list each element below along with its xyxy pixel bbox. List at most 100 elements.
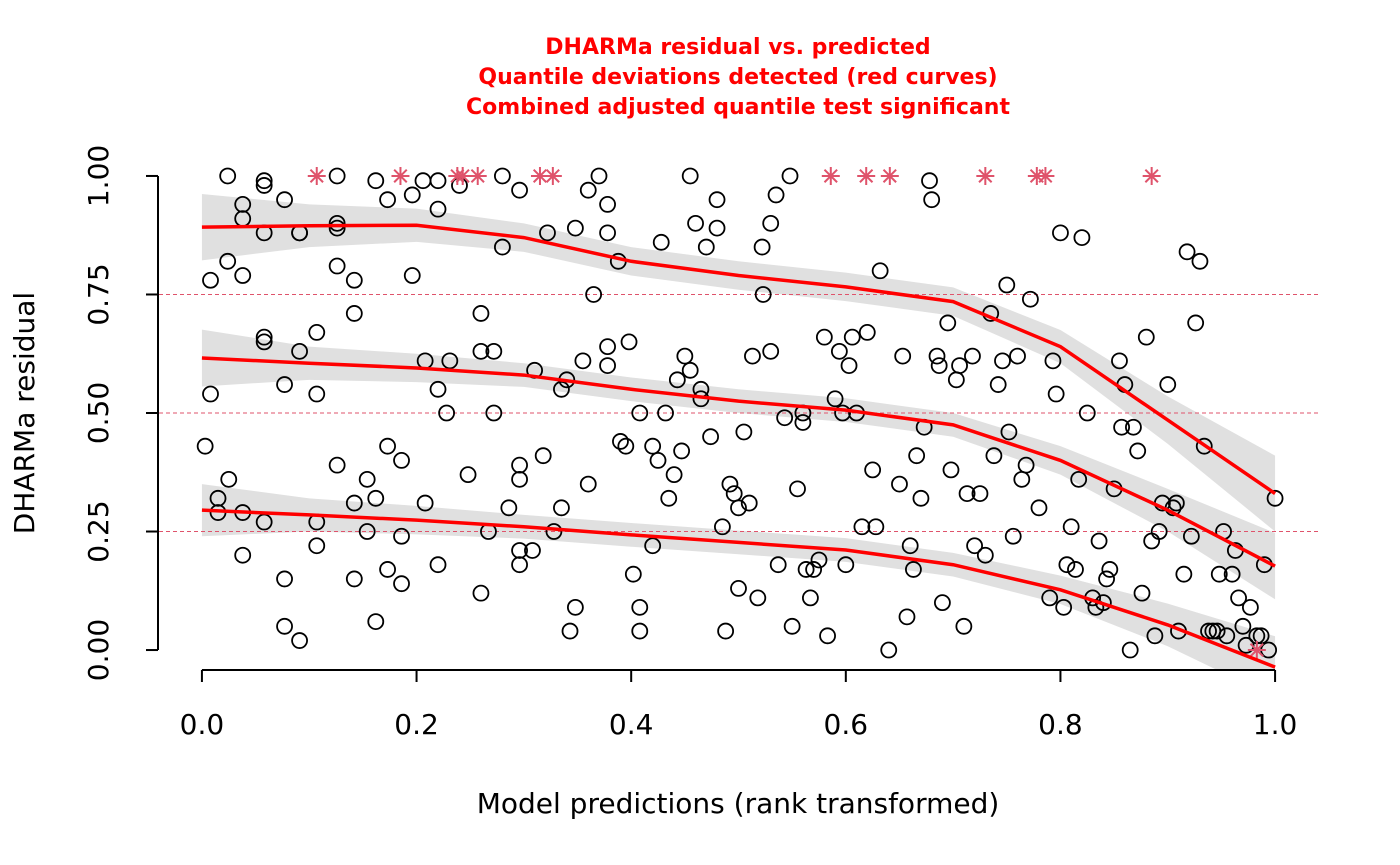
residual-point	[1241, 598, 1259, 616]
x-axis-label: Model predictions (rank transformed)	[477, 787, 1000, 820]
residual-point	[1067, 561, 1084, 578]
residual-point	[1017, 456, 1035, 474]
residual-point	[624, 565, 642, 583]
y-tick-label: 0.25	[82, 500, 115, 562]
residual-point	[644, 537, 662, 555]
residual-point	[730, 499, 747, 517]
residual-point	[1187, 314, 1205, 332]
residual-point	[276, 570, 293, 588]
residual-point	[494, 238, 511, 256]
residual-point	[1200, 622, 1217, 640]
quantile-curve	[201, 508, 1276, 669]
residual-point	[1009, 347, 1026, 365]
outlier-star	[468, 166, 487, 185]
residual-point	[740, 494, 758, 512]
residual-point	[524, 542, 541, 559]
residual-point	[998, 276, 1016, 294]
residual-point	[219, 252, 237, 270]
residual-point	[749, 589, 767, 607]
residual-point	[345, 271, 363, 289]
residual-point	[867, 518, 885, 536]
residual-point	[797, 561, 815, 578]
residual-point	[754, 286, 772, 303]
residual-point	[438, 404, 456, 422]
residual-point	[429, 200, 447, 218]
residual-point	[403, 267, 421, 284]
residual-point	[1044, 352, 1062, 370]
residual-point	[1252, 627, 1270, 645]
residual-point	[1167, 494, 1185, 512]
residual-point	[379, 191, 396, 209]
residual-point	[367, 489, 385, 507]
residual-point	[429, 380, 447, 398]
residual-point	[840, 357, 858, 374]
x-tick-label: 0.0	[180, 708, 225, 741]
residual-point	[276, 617, 293, 635]
residual-point	[858, 324, 876, 341]
x-tick-label: 0.8	[1038, 708, 1083, 741]
residual-point	[697, 238, 715, 256]
residual-point	[441, 352, 459, 370]
outlier-star	[857, 166, 876, 185]
residual-point	[681, 167, 699, 185]
residual-point	[1078, 404, 1096, 422]
residual-point	[673, 442, 691, 460]
residual-point	[631, 622, 649, 640]
residual-point	[1070, 470, 1088, 488]
residual-point	[1021, 290, 1039, 308]
residual-point	[617, 437, 635, 455]
y-axis-label: DHARMa residual	[8, 292, 41, 534]
residual-point	[472, 342, 490, 360]
residual-point	[668, 371, 686, 389]
x-tick-label: 0.2	[394, 708, 439, 741]
residual-point	[579, 475, 597, 493]
residual-point	[930, 357, 948, 374]
residual-point	[485, 342, 503, 360]
residual-point	[1175, 565, 1193, 583]
residual-point	[403, 186, 421, 204]
residual-point	[328, 214, 346, 232]
outlier-star	[1142, 166, 1161, 185]
residual-point	[1191, 252, 1209, 270]
residual-point	[901, 537, 919, 555]
residual-point	[345, 305, 363, 322]
residual-point	[687, 214, 704, 232]
outlier-star	[391, 166, 410, 185]
quantile-curve	[201, 356, 1276, 568]
residual-point	[933, 594, 951, 612]
residual-point	[989, 376, 1007, 393]
residual-point	[923, 191, 941, 209]
residual-point	[717, 622, 735, 640]
residual-point	[853, 518, 871, 536]
residual-point	[1146, 627, 1164, 645]
chart-title: DHARMa residual vs. predicted	[545, 35, 930, 60]
outlier-star	[976, 166, 995, 185]
residual-point	[220, 470, 238, 488]
residual-point	[367, 613, 385, 630]
residual-point	[942, 461, 960, 479]
residual-point	[255, 177, 273, 194]
residual-point	[416, 494, 434, 512]
y-tick-label: 0.50	[82, 382, 115, 444]
residual-point	[631, 598, 649, 616]
residual-point	[1111, 352, 1128, 370]
residual-point	[255, 333, 273, 351]
residual-point	[819, 627, 836, 645]
residual-point	[976, 546, 994, 564]
residual-point	[958, 485, 976, 502]
residual-point	[1129, 442, 1147, 460]
residual-point	[358, 470, 376, 488]
residual-point	[585, 286, 603, 303]
residual-point	[599, 338, 616, 356]
residual-point	[429, 556, 447, 574]
residual-point	[714, 518, 731, 536]
residual-point	[1101, 561, 1119, 578]
residual-point	[599, 357, 616, 374]
residual-point	[1182, 527, 1200, 545]
residual-point	[880, 641, 898, 659]
residual-point	[681, 361, 699, 379]
residual-point	[379, 561, 396, 578]
residual-point	[612, 433, 629, 450]
residual-point	[802, 589, 819, 607]
residual-point	[1133, 584, 1151, 602]
